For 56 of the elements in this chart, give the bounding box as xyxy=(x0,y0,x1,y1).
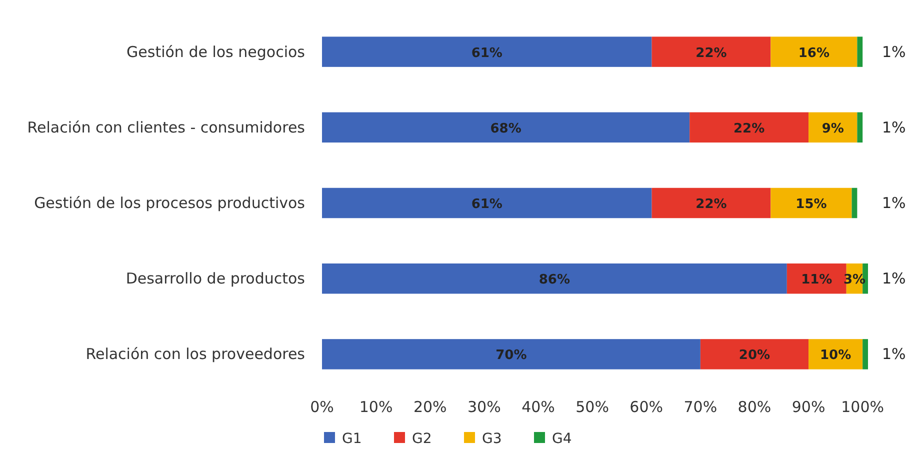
y-tick-label: Relación con clientes - consumidores xyxy=(27,118,306,136)
bar xyxy=(322,339,700,370)
bar xyxy=(700,339,809,370)
data-label: 22% xyxy=(734,121,765,136)
data-label: 68% xyxy=(490,121,522,136)
bar xyxy=(862,339,868,370)
bar xyxy=(690,112,809,143)
bar xyxy=(322,188,652,218)
data-label: 86% xyxy=(538,272,570,288)
data-label: 1% xyxy=(882,270,906,288)
data-label: 1% xyxy=(882,194,906,212)
y-tick-label: Gestión de los procesos productivos xyxy=(34,194,306,212)
data-label: 22% xyxy=(696,197,727,212)
data-label: 10% xyxy=(820,348,852,364)
data-label: 11% xyxy=(801,272,832,288)
legend-label: G2 xyxy=(412,431,432,447)
data-label: 1% xyxy=(882,118,906,136)
x-tick-label: 0% xyxy=(310,398,334,416)
x-tick-label: 90% xyxy=(792,398,826,416)
bar xyxy=(322,36,652,67)
legend-label: G1 xyxy=(342,431,362,447)
legend-label: G4 xyxy=(552,431,572,447)
bar xyxy=(808,112,858,143)
y-tick-label: Desarrollo de productos xyxy=(126,270,306,288)
x-tick-label: 80% xyxy=(738,398,772,416)
bar xyxy=(857,112,863,143)
bar xyxy=(652,188,771,218)
x-tick-label: 70% xyxy=(684,398,718,416)
x-tick-label: 60% xyxy=(630,398,664,416)
bar xyxy=(770,36,858,67)
data-label: 22% xyxy=(696,46,727,61)
data-label: 16% xyxy=(798,46,830,61)
x-tick-label: 50% xyxy=(576,398,609,416)
legend-label: G3 xyxy=(482,431,502,447)
data-label: 20% xyxy=(738,348,770,364)
bar xyxy=(322,263,787,294)
data-label: 9% xyxy=(822,121,844,136)
x-tick-label: 10% xyxy=(359,398,393,416)
bar xyxy=(852,188,858,218)
x-tick-label: 30% xyxy=(468,398,501,416)
data-label: 1% xyxy=(882,345,906,364)
bar xyxy=(770,188,852,218)
bar xyxy=(652,36,771,67)
bar xyxy=(322,112,690,143)
y-tick-label: Gestión de los negocios xyxy=(126,42,306,61)
data-label: 15% xyxy=(796,197,827,212)
bar xyxy=(808,339,863,370)
data-label: 61% xyxy=(471,197,502,212)
y-tick-label: Relación con los proveedores xyxy=(86,345,306,364)
data-label: 1% xyxy=(882,42,906,61)
bar xyxy=(857,36,863,67)
data-label: 61% xyxy=(471,46,502,61)
x-tick-label: 100% xyxy=(841,398,884,416)
x-tick-label: 40% xyxy=(522,398,555,416)
x-tick-label: 20% xyxy=(413,398,447,416)
data-label: 70% xyxy=(496,348,527,364)
